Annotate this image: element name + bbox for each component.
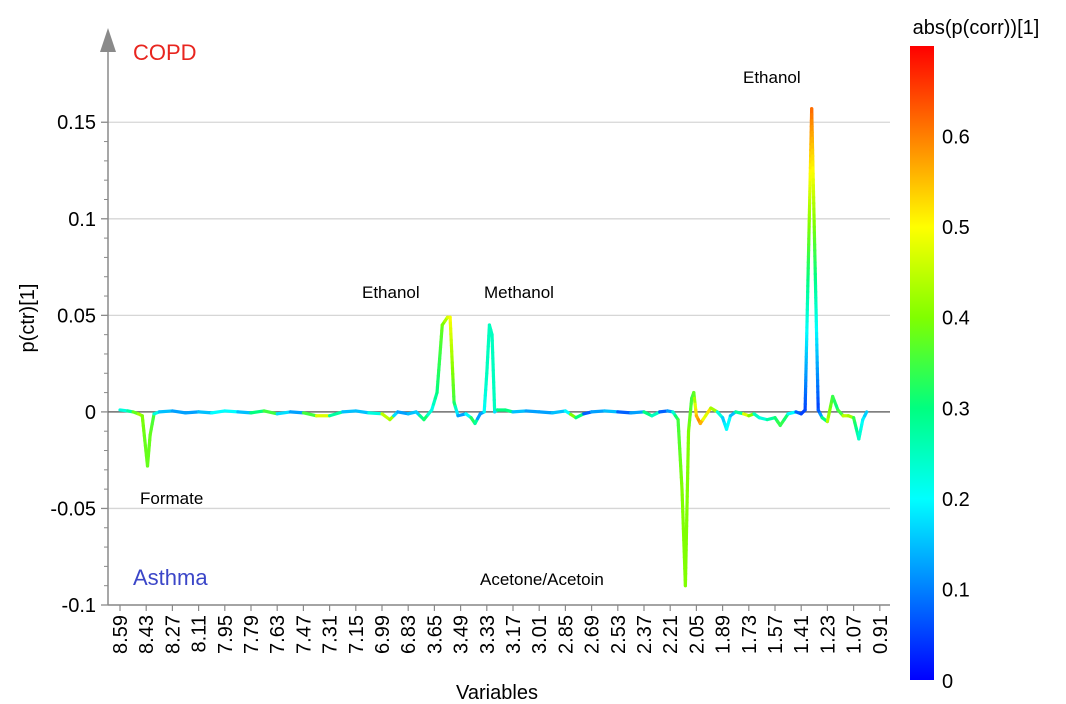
y-axis-label: p(ctr)[1] [17, 284, 39, 353]
annotation-methanol: Methanol [484, 283, 554, 302]
x-tick-label: 1.73 [739, 615, 761, 654]
data-line-segment [354, 409, 371, 415]
x-tick-label: 2.37 [634, 615, 656, 654]
data-line-segment [288, 410, 305, 415]
x-tick-label: 2.53 [608, 615, 630, 654]
data-line-segment [183, 410, 201, 415]
data-line-segment [328, 410, 345, 418]
colorbar: abs(p(corr))[1] 0 0.1 0.2 0.3 0.4 0.5 0.6 [910, 17, 1039, 693]
x-tick-label: 7.63 [267, 615, 289, 654]
grid-lines [108, 121, 890, 606]
data-line-segment [380, 412, 392, 422]
colorbar-ticks: 0 0.1 0.2 0.3 0.4 0.5 0.6 [942, 127, 970, 693]
x-tick-label: 8.11 [189, 615, 211, 652]
x-tick-label: 1.23 [817, 615, 839, 654]
y-tick-label: -0.1 [62, 595, 96, 617]
x-tick-label: 7.79 [241, 615, 263, 654]
x-tick-label: 3.01 [529, 615, 551, 654]
x-tick-label: 7.95 [215, 615, 237, 654]
data-line-segment [223, 409, 240, 414]
x-tick-label: 3.33 [477, 615, 499, 654]
colorbar-tick-label: 0.3 [942, 398, 970, 420]
colorbar-tick-label: 0 [942, 671, 953, 693]
annotation-ethanol-peak: Ethanol [743, 68, 801, 87]
data-line-segment [301, 411, 319, 418]
colorbar-gradient [910, 46, 934, 680]
data-line-segment [863, 410, 869, 418]
y-tick-label: 0.05 [57, 305, 96, 327]
y-tick-label: 0 [85, 402, 96, 424]
y-tick-label: 0.15 [57, 112, 96, 134]
data-line-segment [262, 409, 279, 416]
x-tick-label: 8.59 [110, 615, 132, 654]
data-line-segment [550, 409, 568, 415]
data-line-segment [396, 410, 410, 416]
data-line-segment [249, 409, 266, 415]
x-tick-label: 8.27 [162, 615, 184, 654]
copd-group-label: COPD [133, 40, 197, 65]
x-tick-label: 8.43 [136, 615, 158, 654]
x-tick-label: 6.99 [372, 615, 394, 654]
x-tick-label: 1.41 [791, 615, 813, 654]
colorbar-tick-label: 0.6 [942, 127, 970, 149]
x-axis-label: Variables [456, 682, 538, 704]
x-tick-label: 2.85 [555, 615, 577, 654]
x-tick-label: 2.21 [660, 615, 682, 654]
y-tick-label: 0.1 [68, 209, 96, 231]
data-line-segment [589, 409, 607, 414]
y-axis-arrow-icon [100, 28, 116, 52]
data-line-segment [367, 411, 384, 416]
data-line-segment [210, 409, 227, 415]
data-line-segment [170, 409, 188, 415]
colorbar-title: abs(p(corr))[1] [913, 17, 1040, 39]
annotation-formate: Formate [140, 489, 203, 508]
data-line-segment [197, 410, 214, 415]
data-line-segment [341, 409, 358, 414]
data-line-segment [603, 409, 620, 414]
data-line-segment [275, 410, 292, 416]
data-line-segment [236, 410, 253, 415]
x-tick-label: 1.89 [713, 615, 735, 654]
x-tick-label: 3.65 [424, 615, 446, 654]
asthma-group-label: Asthma [133, 565, 208, 590]
colorbar-tick-label: 0.2 [942, 489, 970, 511]
data-line-segment [511, 409, 528, 414]
x-tick-label: 0.91 [870, 615, 892, 654]
data-series [118, 107, 869, 588]
data-line-segment [524, 409, 541, 414]
colorbar-tick-label: 0.1 [942, 579, 970, 601]
data-line-segment [157, 409, 174, 414]
axes [100, 28, 890, 606]
x-tick-label: 3.17 [503, 615, 525, 654]
x-tick-label: 2.69 [582, 615, 604, 654]
x-tick-label: 7.31 [320, 615, 342, 654]
x-tick-label: 3.49 [451, 615, 473, 654]
x-tick-label: 1.07 [844, 615, 866, 654]
annotation-acetone-acetoin: Acetone/Acetoin [480, 570, 604, 589]
x-axis-ticks: 8.59 8.43 8.27 8.11 7.95 7.79 7.63 7.47 7.31 7.15… [110, 605, 892, 654]
x-tick-label: 6.83 [398, 615, 420, 654]
data-line-segment [537, 410, 554, 415]
colorbar-tick-label: 0.5 [942, 217, 970, 239]
annotation-ethanol: Ethanol [362, 283, 420, 302]
x-tick-label: 2.05 [686, 615, 708, 654]
x-tick-label: 7.15 [346, 615, 368, 654]
data-line-segment [629, 410, 646, 415]
x-tick-label: 7.47 [293, 615, 315, 654]
y-axis-ticks: -0.1 -0.05 0 0.05 0.1 0.15 [50, 112, 108, 617]
data-line-segment [616, 410, 633, 415]
y-tick-label: -0.05 [50, 498, 96, 520]
x-tick-label: 1.57 [765, 615, 787, 654]
colorbar-tick-label: 0.4 [942, 308, 970, 330]
